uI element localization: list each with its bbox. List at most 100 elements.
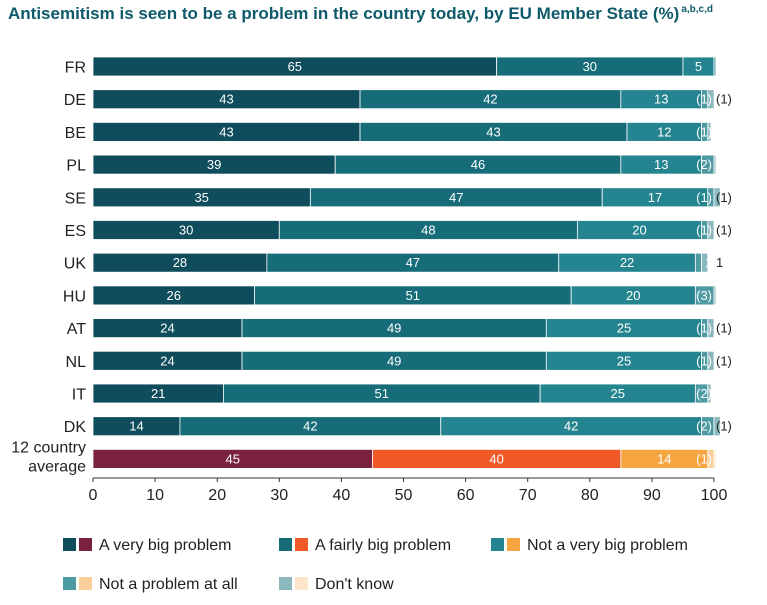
bar-uk-don-t-know <box>701 252 709 273</box>
x-tick-label-20: 20 <box>208 487 226 504</box>
bar-12-country-average-don-t-know <box>713 448 717 469</box>
legend-swatch-country-don-t-know <box>279 577 292 590</box>
bar-label-se-a-fairly-big-problem: 47 <box>449 190 463 205</box>
bar-label-nl-not-a-very-big-problem: 25 <box>617 353 631 368</box>
bar-label-se-not-a-problem-at-all: (1) <box>696 190 712 205</box>
bar-se-don-t-know <box>713 187 721 208</box>
category-label-nl: NL <box>66 354 87 371</box>
bar-nl-don-t-know <box>707 350 715 371</box>
bar-label-fr-a-fairly-big-problem: 30 <box>583 59 597 74</box>
category-label-at: AT <box>67 321 86 338</box>
chart-title: Antisemitism is seen to be a problem in … <box>8 4 763 24</box>
bar-label-fr-not-a-very-big-problem: 5 <box>695 59 702 74</box>
bar-label-es-not-a-very-big-problem: 20 <box>632 223 646 238</box>
x-tick-label-50: 50 <box>395 487 413 504</box>
bar-label-nl-a-fairly-big-problem: 49 <box>387 353 401 368</box>
bar-label-de-don-t-know: (1) <box>716 92 732 107</box>
legend-swatch-country-a-very-big-problem <box>63 538 76 551</box>
bar-label-uk-a-very-big-problem: 28 <box>173 255 187 270</box>
bar-label-dk-a-very-big-problem: 14 <box>129 419 143 434</box>
category-label-12-country-average-line2: average <box>28 458 86 475</box>
bar-label-12-country-average-not-a-problem-at-all: (1) <box>696 451 712 466</box>
bar-label-12-country-average-a-very-big-problem: 45 <box>225 451 239 466</box>
bar-label-pl-not-a-very-big-problem: 13 <box>654 157 668 172</box>
bar-label-it-not-a-very-big-problem: 25 <box>611 386 625 401</box>
bar-label-at-a-fairly-big-problem: 49 <box>387 321 401 336</box>
bar-label-at-not-a-very-big-problem: 25 <box>617 321 631 336</box>
x-tick-label-10: 10 <box>146 487 164 504</box>
legend-swatch-country-not-a-problem-at-all <box>63 577 76 590</box>
bar-label-de-not-a-problem-at-all: (1) <box>696 92 712 107</box>
bar-label-es-a-fairly-big-problem: 48 <box>421 223 435 238</box>
bar-label-es-a-very-big-problem: 30 <box>179 223 193 238</box>
bar-label-nl-don-t-know: (1) <box>716 353 732 368</box>
x-tick-label-30: 30 <box>270 487 288 504</box>
category-label-be: BE <box>65 125 86 142</box>
bar-label-at-a-very-big-problem: 24 <box>160 321 174 336</box>
bar-it-don-t-know <box>707 383 712 404</box>
bar-label-be-a-very-big-problem: 43 <box>219 124 233 139</box>
bar-labels-group: 65 30 5 43 42 13 (1) 43 43 12 (1) 39 46 13 (2) 35 47 17 (1… <box>129 59 712 466</box>
bar-label-uk-a-fairly-big-problem: 47 <box>406 255 420 270</box>
bar-label-be-a-fairly-big-problem: 43 <box>486 124 500 139</box>
bar-label-de-a-fairly-big-problem: 42 <box>483 92 497 107</box>
bar-label-se-a-very-big-problem: 35 <box>194 190 208 205</box>
x-tick-label-80: 80 <box>581 487 599 504</box>
bar-label-se-don-t-know: (1) <box>716 190 732 205</box>
legend-swatch-average-a-very-big-problem <box>79 538 92 551</box>
bar-label-dk-don-t-know: (1) <box>716 419 732 434</box>
x-tick-label-40: 40 <box>333 487 351 504</box>
bar-label-pl-a-fairly-big-problem: 46 <box>471 157 485 172</box>
category-label-pl: PL <box>66 158 86 175</box>
bar-label-nl-not-a-problem-at-all: (1) <box>696 353 712 368</box>
bar-label-uk-not-a-very-big-problem: 22 <box>620 255 634 270</box>
x-tick-label-70: 70 <box>519 487 537 504</box>
legend-swatch-country-a-fairly-big-problem <box>279 538 292 551</box>
chart-title-text: Antisemitism is seen to be a problem in … <box>8 4 680 23</box>
x-tick-label-60: 60 <box>457 487 475 504</box>
legend-label-a-very-big-problem: A very big problem <box>99 537 232 554</box>
bar-label-it-a-very-big-problem: 21 <box>151 386 165 401</box>
category-label-12-country-average-line1: 12 country <box>11 439 86 456</box>
category-label-uk: UK <box>64 256 87 273</box>
x-axis: 0 10 20 30 40 50 60 70 80 90 100 <box>89 477 728 504</box>
bar-label-es-not-a-problem-at-all: (1) <box>696 223 712 238</box>
category-label-es: ES <box>65 223 86 240</box>
x-tick-label-0: 0 <box>89 487 98 504</box>
bar-dk-don-t-know <box>713 416 721 437</box>
bar-label-dk-not-a-problem-at-all: (2) <box>696 419 712 434</box>
bar-label-uk-not-a-problem-at-all: 1 <box>705 255 712 270</box>
bar-label-hu-not-a-problem-at-all: (3) <box>696 288 712 303</box>
legend-label-not-a-problem-at-all: Not a problem at all <box>99 576 238 593</box>
bar-label-hu-a-very-big-problem: 26 <box>166 288 180 303</box>
x-tick-label-100: 100 <box>701 487 728 504</box>
bar-label-be-not-a-very-big-problem: 12 <box>657 124 671 139</box>
x-tick-label-90: 90 <box>643 487 661 504</box>
category-label-it: IT <box>72 387 86 404</box>
bar-de-don-t-know <box>707 89 715 110</box>
bar-label-hu-not-a-very-big-problem: 20 <box>626 288 640 303</box>
bar-label-se-not-a-very-big-problem: 17 <box>648 190 662 205</box>
legend-label-don-t-know: Don't know <box>315 576 394 593</box>
bar-label-12-country-average-not-a-very-big-problem: 14 <box>657 451 671 466</box>
bar-label-de-not-a-very-big-problem: 13 <box>654 92 668 107</box>
bar-label-at-don-t-know: (1) <box>716 321 732 336</box>
bar-be-don-t-know <box>707 122 712 142</box>
chart-title-superscript: a,b,c,d <box>681 4 714 16</box>
bar-uk-not-a-problem-at-all <box>694 252 702 273</box>
legend-swatch-average-not-a-problem-at-all <box>79 577 92 590</box>
bar-label-nl-a-very-big-problem: 24 <box>160 353 174 368</box>
bar-at-don-t-know <box>707 318 715 339</box>
category-label-fr: FR <box>65 60 86 77</box>
bar-label-pl-not-a-problem-at-all: (2) <box>696 157 712 172</box>
legend-swatch-country-not-a-very-big-problem <box>491 538 504 551</box>
outside-labels-group: (1) (1) (1) 1 (1) (1) (1) <box>716 92 732 434</box>
bar-hu-don-t-know <box>713 285 717 306</box>
bar-label-be-not-a-problem-at-all: (1) <box>696 124 712 139</box>
category-labels-group: FR DE BE PL SE ES UK HU AT NL IT DK 12 country averag… <box>11 60 86 476</box>
legend-swatch-average-don-t-know <box>295 577 308 590</box>
legend-swatch-average-a-fairly-big-problem <box>295 538 308 551</box>
category-label-de: DE <box>64 92 86 109</box>
bar-label-es-don-t-know: (1) <box>716 223 732 238</box>
